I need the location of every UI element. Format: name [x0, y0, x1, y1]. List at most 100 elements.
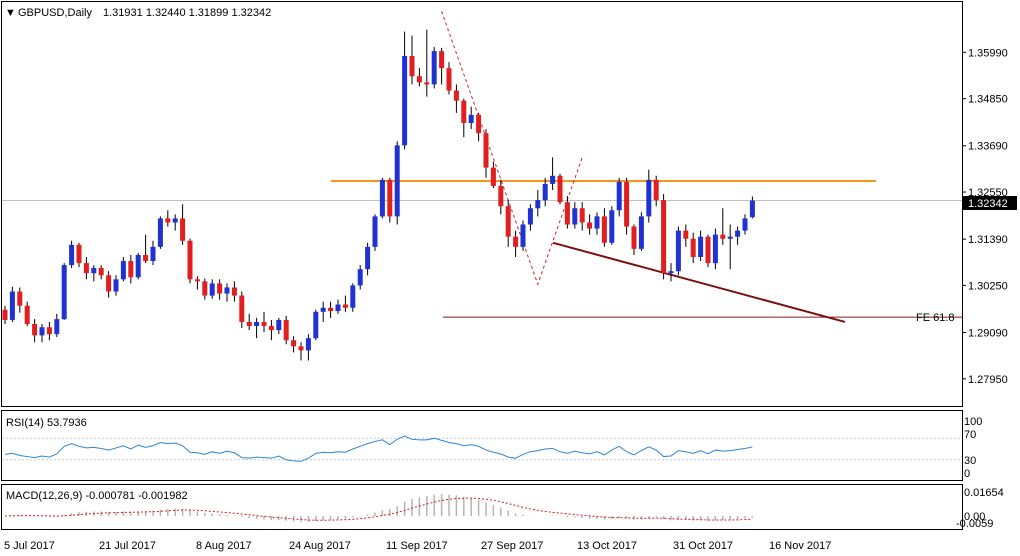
candle-body — [61, 265, 67, 320]
candle-body — [668, 271, 674, 274]
candle-body — [194, 279, 200, 282]
candle-body — [39, 327, 45, 336]
candle-body — [661, 200, 667, 274]
candle-body — [542, 183, 548, 201]
candle-body — [675, 230, 681, 272]
macd-tick-top: 0.01654 — [964, 487, 1004, 499]
candle-body — [416, 76, 422, 83]
candle-body — [172, 218, 178, 223]
candle-body — [17, 291, 23, 306]
candle-body — [476, 114, 482, 134]
candle-body — [291, 340, 297, 347]
candle-body — [513, 236, 519, 247]
candle-body — [690, 238, 696, 257]
fe-label: FE 61.8 — [916, 312, 955, 324]
candle-body — [720, 234, 726, 239]
candle-body — [594, 216, 600, 229]
macd-tick-zero: 0.00 — [964, 511, 985, 523]
candle-body — [409, 55, 415, 77]
candle-body — [83, 263, 89, 274]
current-price-tag — [963, 196, 1017, 210]
candle-body — [224, 287, 230, 294]
date-label-0: 5 Jul 2017 — [4, 540, 55, 552]
date-label-3: 24 Aug 2017 — [289, 540, 351, 552]
candle-body — [32, 324, 38, 336]
candle-body — [520, 224, 526, 247]
candle-body — [209, 283, 215, 296]
candle-body — [646, 179, 652, 217]
current-price-label: 1.32342 — [968, 198, 1008, 210]
candle-body — [202, 281, 208, 296]
candle-body — [490, 167, 496, 186]
candle-body — [298, 346, 304, 351]
candle-body — [557, 175, 563, 203]
candle-body — [653, 179, 659, 201]
candle-body — [180, 218, 186, 241]
date-label-5: 27 Sep 2017 — [481, 540, 543, 552]
candle-body — [402, 55, 408, 146]
candle-body — [24, 305, 30, 324]
candle-body — [283, 319, 289, 341]
price-tick-label: 1.30250 — [968, 280, 1008, 292]
candle-body — [749, 200, 755, 218]
candle-body — [128, 261, 134, 278]
candle-body — [46, 327, 52, 335]
price-tick-label: 1.27950 — [968, 374, 1008, 386]
candle-body — [579, 208, 585, 223]
candle-body — [276, 319, 282, 331]
candle-body — [246, 321, 252, 327]
candle-body — [268, 326, 274, 331]
rsi-line — [4, 435, 753, 462]
date-label-8: 16 Nov 2017 — [769, 540, 831, 552]
date-label-2: 8 Aug 2017 — [196, 540, 252, 552]
rsi-title: RSI(14) 53.7936 — [6, 417, 87, 429]
candle-body — [483, 133, 489, 168]
price-tick-label: 1.35990 — [968, 47, 1008, 59]
candle-body — [698, 236, 704, 257]
candle-body — [313, 311, 319, 339]
candle-body — [601, 216, 607, 243]
candle-body — [705, 236, 711, 264]
macd-title: MACD(12,26,9) -0.000781 -0.001982 — [6, 490, 188, 502]
rsi-pane — [1, 410, 963, 481]
candle-body — [453, 90, 459, 101]
candle-body — [631, 226, 637, 249]
candle-body — [150, 246, 156, 262]
candle-body — [446, 68, 452, 91]
price-pane — [1, 1, 963, 407]
collapse-arrow-icon[interactable]: ▼ — [5, 7, 16, 19]
rsi-level-70: 70 — [964, 429, 976, 441]
candle-body — [69, 244, 75, 266]
candle-body — [106, 275, 112, 292]
candle-body — [239, 295, 245, 322]
candle-body — [143, 254, 149, 262]
candle-body — [320, 307, 326, 312]
macd-pane — [1, 484, 963, 530]
candle-body — [261, 321, 267, 327]
candle-body — [357, 269, 363, 286]
candle-body — [394, 145, 400, 217]
candle-body — [120, 261, 126, 280]
candle-body — [379, 179, 385, 217]
candle-body — [535, 200, 541, 209]
rsi-level-30: 30 — [964, 455, 976, 467]
candle-body — [527, 208, 533, 225]
candle-body — [91, 267, 97, 274]
price-tick-label: 1.34850 — [968, 94, 1008, 106]
candle-body — [305, 338, 311, 351]
candle-body — [335, 304, 341, 312]
candle-body — [461, 100, 467, 123]
descending-trendline — [552, 241, 846, 323]
candle-body — [424, 82, 430, 85]
macd-signal-line — [4, 497, 753, 521]
candle-body — [742, 218, 748, 231]
candle-body — [350, 285, 356, 308]
candle-body — [135, 254, 141, 278]
candle-body — [231, 287, 237, 296]
candle-body — [572, 208, 578, 225]
macd-tick-bottom: -0.0059 — [956, 518, 993, 530]
candle-body — [564, 202, 570, 225]
candle-body — [54, 319, 60, 335]
candle-body — [431, 51, 437, 85]
candle-body — [9, 291, 15, 320]
